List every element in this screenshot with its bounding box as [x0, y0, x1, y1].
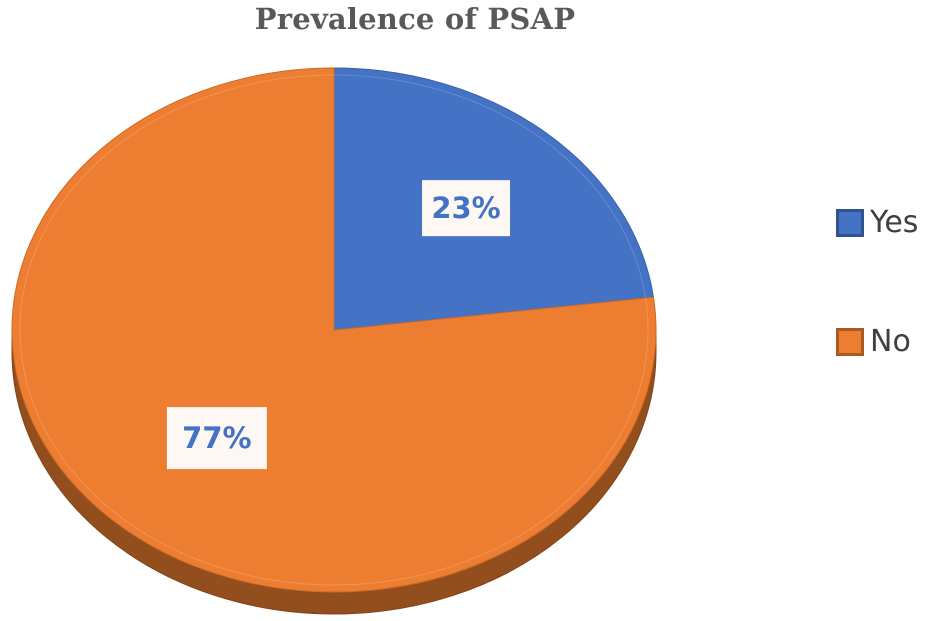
data-label-box-yes	[422, 180, 511, 237]
data-label-text-no: 77%	[182, 421, 251, 455]
legend-item-no: No	[836, 322, 944, 362]
legend-item-yes: Yes	[836, 203, 944, 243]
legend-label-yes: Yes	[870, 205, 919, 240]
chart-title: Prevalence of PSAP	[254, 2, 576, 36]
data-label-yes: 23%	[422, 180, 511, 237]
legend-swatch-yes	[836, 209, 864, 237]
data-label-no: 77%	[166, 407, 267, 470]
legend-swatch-no	[836, 328, 864, 356]
legend-label-no: No	[870, 324, 911, 359]
pie-data-labels: 23% 77%	[166, 180, 511, 470]
pie-slices	[11, 67, 657, 593]
data-label-text-yes: 23%	[431, 191, 500, 225]
legend: Yes No	[836, 203, 944, 441]
data-label-box-no	[166, 407, 267, 470]
pie-rim-highlight	[19, 74, 649, 586]
